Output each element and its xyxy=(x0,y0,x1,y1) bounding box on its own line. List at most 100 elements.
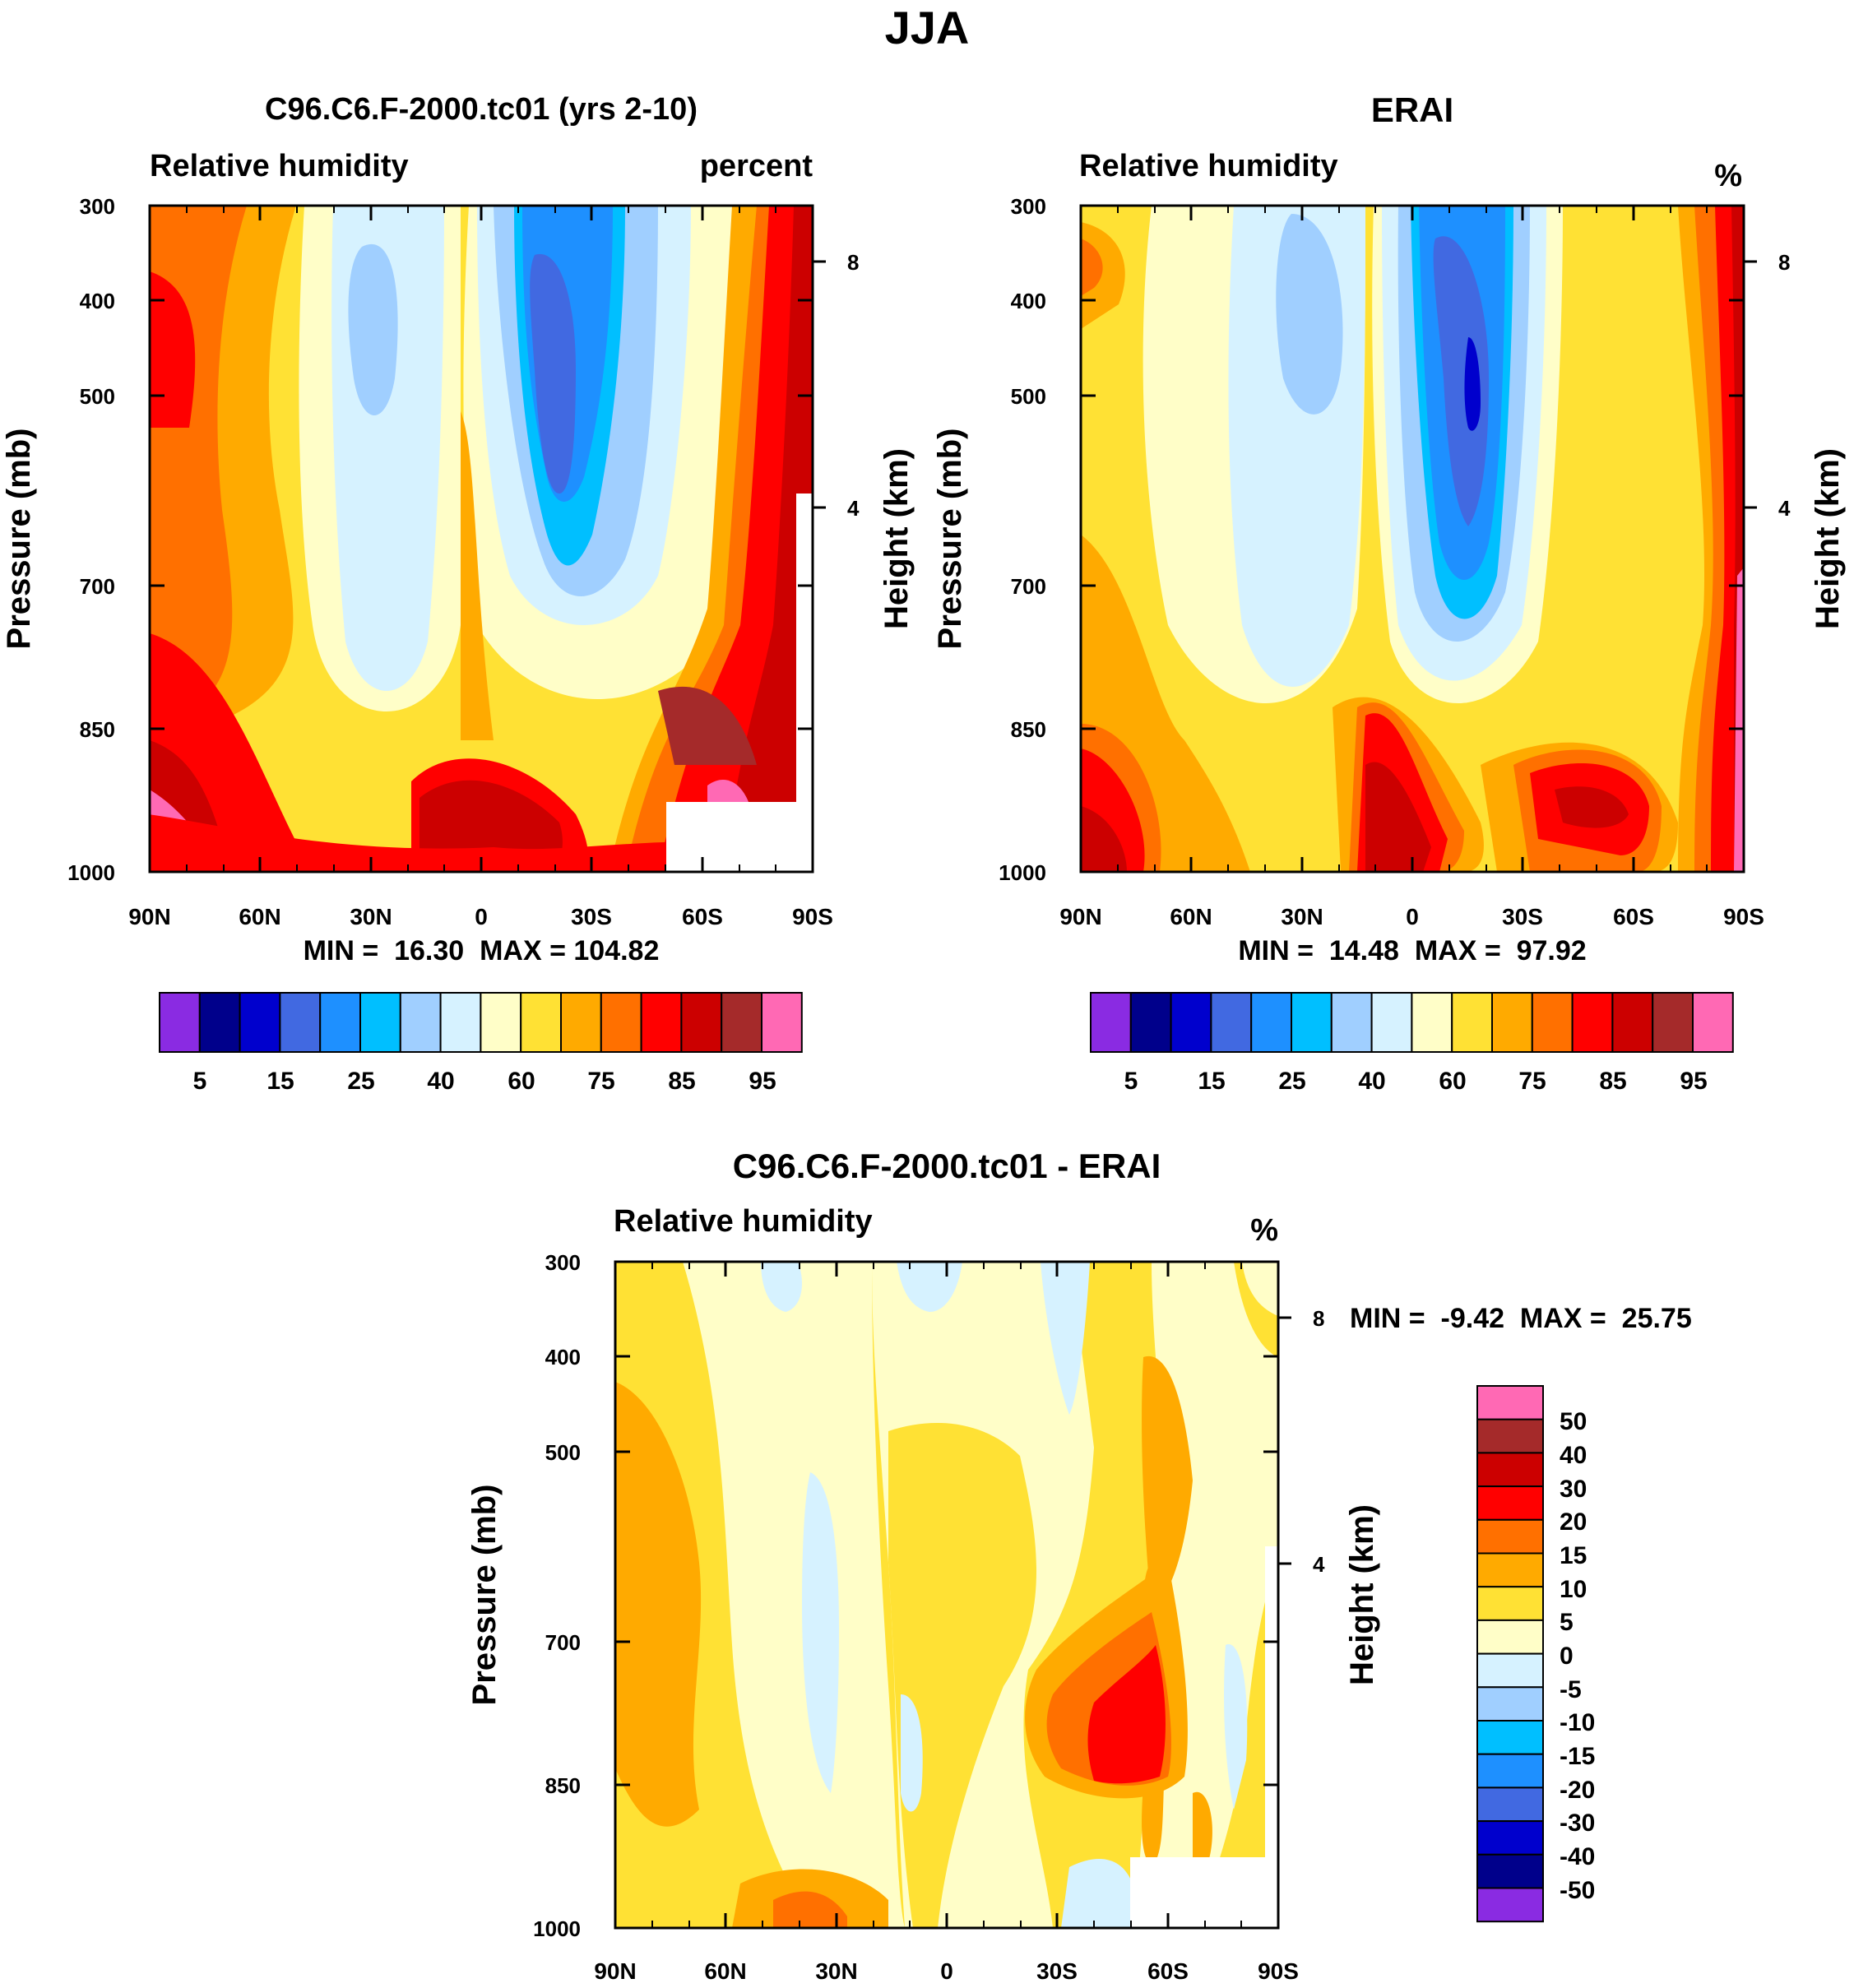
height-axis: 8 4 Height (km) xyxy=(1278,1306,1380,1685)
panel-model: C96.C6.F-2000.tc01 (yrs 2-10) Relative h… xyxy=(1,92,915,1095)
height-axis: 8 4 Height (km) xyxy=(813,250,915,629)
x-tick-label: 90S xyxy=(1258,1958,1299,1984)
colorbar-label: 60 xyxy=(508,1068,535,1095)
colorbar-swatch xyxy=(1330,992,1373,1053)
pressure-tick-label: 500 xyxy=(1011,384,1046,409)
colorbar-swatch xyxy=(1476,1820,1544,1856)
units-label: percent xyxy=(700,149,813,183)
x-tick-label: 60S xyxy=(682,904,723,929)
height-tick-label: 4 xyxy=(1778,496,1791,521)
colorbar-swatch xyxy=(560,992,602,1053)
colorbar-swatch xyxy=(1476,1853,1544,1889)
colorbar-label: 5 xyxy=(1124,1068,1138,1095)
colorbar-vertical: 50 40 30 20 15 10 5 0 -5 -10 -15 -20 -30… xyxy=(1476,1385,1595,1923)
colorbar-label: 10 xyxy=(1560,1576,1587,1603)
x-tick-label: 60N xyxy=(1170,904,1212,929)
colorbar-label: 15 xyxy=(267,1068,294,1095)
pressure-tick-label: 300 xyxy=(545,1250,581,1275)
colorbar-label: -10 xyxy=(1560,1709,1595,1736)
colorbar-swatch xyxy=(520,992,563,1053)
x-tick-label: 90S xyxy=(792,904,833,929)
x-axis: 90N 60N 30N 0 30S 60S 90S xyxy=(1059,206,1764,929)
x-tick-label: 90N xyxy=(128,904,170,929)
pressure-tick-label: 850 xyxy=(80,717,115,742)
x-tick-label: 0 xyxy=(940,1958,953,1984)
colorbar-swatch xyxy=(1476,1686,1544,1722)
min-max-stats: MIN = 16.30 MAX = 104.82 xyxy=(304,935,660,966)
pressure-tick-label: 1000 xyxy=(533,1916,581,1941)
variable-label: Relative humidity xyxy=(150,149,409,183)
colorbar-swatch xyxy=(1531,992,1574,1053)
colorbar-label: 25 xyxy=(1278,1068,1305,1095)
units-label: % xyxy=(1714,159,1742,193)
colorbar-label: 0 xyxy=(1560,1643,1574,1670)
panel-erai: ERAI Relative humidity % xyxy=(932,90,1846,1095)
colorbar-swatch xyxy=(1411,992,1453,1053)
colorbar-label: 60 xyxy=(1439,1068,1466,1095)
colorbar-swatch xyxy=(1129,992,1172,1053)
pressure-tick-label: 500 xyxy=(545,1440,581,1465)
pressure-axis: 300 400 500 700 850 1000 Pressure (mb) xyxy=(1,194,813,885)
colorbar-swatch xyxy=(1476,1586,1544,1621)
colorbar-label: 5 xyxy=(1560,1609,1574,1636)
colorbar-swatch xyxy=(439,992,482,1053)
colorbar-swatch xyxy=(1476,1652,1544,1689)
pressure-tick-label: 700 xyxy=(545,1630,581,1655)
colorbar-swatch xyxy=(1476,1552,1544,1588)
colorbar-swatch xyxy=(680,992,723,1053)
pressure-tick-label: 850 xyxy=(1011,717,1046,742)
colorbar-label: 40 xyxy=(427,1068,454,1095)
x-tick-label: 0 xyxy=(475,904,488,929)
colorbar-label: 40 xyxy=(1358,1068,1385,1095)
colorbar-label: 30 xyxy=(1560,1476,1587,1503)
pressure-tick-label: 850 xyxy=(545,1773,581,1798)
pressure-axis: 300 400 500 700 850 1000 Pressure (mb) xyxy=(932,194,1744,885)
colorbar-swatch xyxy=(1250,992,1292,1053)
x-tick-label: 60N xyxy=(704,1958,746,1984)
colorbar-swatch xyxy=(1170,992,1212,1053)
colorbar-swatch xyxy=(1476,1485,1544,1521)
x-axis: 90N 60N 30N 0 30S 60S 90S xyxy=(594,1262,1299,1984)
colorbar-swatch xyxy=(1210,992,1253,1053)
x-tick-label: 60N xyxy=(239,904,280,929)
x-tick-label: 90S xyxy=(1723,904,1764,929)
y-axis-label-right: Height (km) xyxy=(1344,1504,1380,1685)
colorbar-swatch xyxy=(1476,1452,1544,1488)
pressure-tick-label: 700 xyxy=(1011,574,1046,599)
variable-label: Relative humidity xyxy=(1079,149,1338,183)
colorbar-swatch xyxy=(1476,1887,1544,1923)
pressure-tick-label: 500 xyxy=(80,384,115,409)
pressure-tick-label: 700 xyxy=(80,574,115,599)
colorbar-label: 95 xyxy=(1680,1068,1707,1095)
colorbar-swatch xyxy=(640,992,683,1053)
contour-field xyxy=(615,1262,1278,1928)
x-tick-label: 30S xyxy=(571,904,612,929)
pressure-axis: 300 400 500 700 850 1000 Pressure (mb) xyxy=(466,1250,1278,1941)
main-title: JJA xyxy=(885,2,970,53)
colorbar-swatch xyxy=(1692,992,1734,1053)
colorbar-label: 5 xyxy=(193,1068,207,1095)
pressure-tick-label: 400 xyxy=(545,1345,581,1369)
colorbar-swatch xyxy=(1476,1720,1544,1755)
colorbar-swatches xyxy=(159,992,803,1053)
colorbar-label: 85 xyxy=(668,1068,695,1095)
colorbar-swatch xyxy=(761,992,803,1053)
colorbar-swatch xyxy=(1476,1786,1544,1823)
contour-field xyxy=(150,206,813,872)
y-axis-label: Pressure (mb) xyxy=(466,1485,503,1706)
height-tick-label: 8 xyxy=(847,250,859,275)
contour-field xyxy=(1081,206,1744,872)
colorbar-swatch xyxy=(1476,1753,1544,1789)
pressure-tick-label: 300 xyxy=(80,194,115,219)
pressure-tick-label: 400 xyxy=(80,289,115,313)
min-max-stats: MIN = 14.48 MAX = 97.92 xyxy=(1238,935,1586,966)
colorbar-label: -15 xyxy=(1560,1743,1595,1770)
pressure-tick-label: 1000 xyxy=(67,860,115,885)
colorbar: 5 15 25 40 60 75 85 95 xyxy=(159,992,803,1095)
y-axis-label: Pressure (mb) xyxy=(1,429,37,650)
height-tick-label: 4 xyxy=(1313,1552,1325,1577)
x-tick-label: 90N xyxy=(1059,904,1101,929)
colorbar-swatch xyxy=(721,992,763,1053)
colorbar-swatch xyxy=(1291,992,1333,1053)
